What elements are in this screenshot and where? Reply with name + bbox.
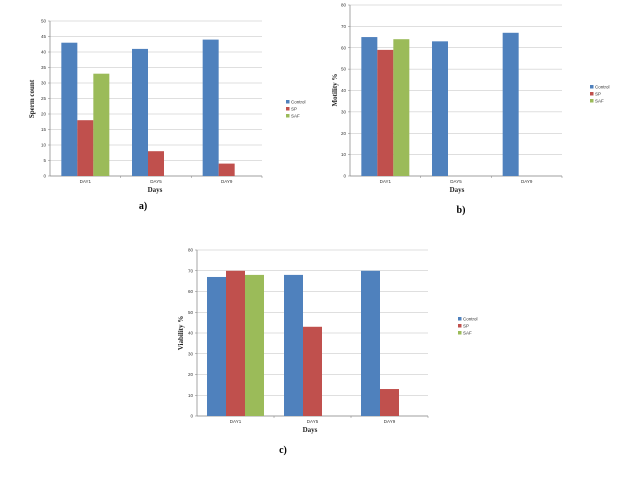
chart-a-y-axis-label: Sperm count (28, 79, 36, 118)
chart-a-bar-sp-day5 (148, 151, 164, 176)
chart-c-y-tick-label: 80 (188, 248, 194, 253)
chart-c-legend-label-saf: SAF (463, 331, 472, 336)
chart-b-x-tick-label: DAY9 (521, 179, 533, 184)
chart-b: 0 10 20 30 40 50 60 70 80 DAY1 DAY5 DAY9 Motility % D… (331, 3, 610, 216)
chart-a-y-tick-label: 15 (41, 127, 47, 132)
chart-c-legend-swatch-sp (458, 324, 462, 328)
chart-c-bar-sp-day9 (380, 389, 399, 416)
chart-a-x-tick-label: DAY9 (221, 179, 233, 184)
chart-c-panel-label: c) (279, 445, 287, 456)
chart-c-y-tick-label: 60 (188, 289, 194, 294)
chart-b-bar-control-day5 (432, 41, 448, 177)
chart-c-bar-control-day9 (361, 270, 380, 416)
chart-a-y-tick-label: 10 (41, 143, 47, 148)
chart-a-y-tick-label: 50 (41, 19, 47, 24)
chart-c-bar-sp-day1 (226, 270, 245, 416)
chart-c-legend-label-control: Control (463, 317, 478, 322)
chart-c-bar-control-day5 (284, 274, 303, 416)
chart-b-legend-swatch-control (590, 85, 594, 89)
chart-b-y-tick-label: 30 (341, 109, 347, 114)
chart-a-panel-label: a) (139, 201, 147, 212)
chart-c-bar-saf-day1 (245, 274, 264, 416)
chart-b-legend-label-control: Control (595, 85, 610, 90)
chart-c-x-axis-label: Days (303, 426, 318, 434)
chart-b-y-tick-label: 80 (341, 3, 347, 8)
chart-c-y-tick-label: 70 (188, 268, 194, 273)
chart-c-y-axis-label: Viability % (177, 316, 185, 351)
chart-c-legend-label-sp: SP (463, 324, 469, 329)
chart-b-y-tick-label: 40 (341, 88, 347, 93)
chart-a-y-tick-label: 0 (43, 174, 46, 179)
chart-b-bar-sp-day1 (377, 49, 394, 177)
chart-c-x-tick-label: DAY9 (384, 419, 396, 424)
chart-a-bar-control-day1 (61, 42, 78, 177)
chart-b-y-tick-label: 20 (341, 131, 347, 136)
chart-c-y-tick-label: 20 (188, 372, 194, 377)
chart-a-legend-swatch-control (286, 100, 290, 104)
chart-b-x-tick-label: DAY1 (380, 179, 392, 184)
chart-b-y-tick-label: 0 (343, 174, 346, 179)
chart-a-legend-label-sp: SP (291, 107, 297, 112)
chart-c-y-tick-label: 50 (188, 310, 194, 315)
chart-c-bar-sp-day5 (303, 326, 322, 416)
chart-b-legend-swatch-sp (590, 92, 594, 96)
chart-a-legend-swatch-saf (286, 114, 290, 118)
chart-a-y-tick-label: 25 (41, 96, 47, 101)
chart-c-x-tick-label: DAY5 (307, 419, 319, 424)
chart-b-legend-label-saf: SAF (595, 99, 604, 104)
chart-a-bar-sp-day1 (77, 120, 94, 176)
chart-b-x-axis-label: Days (450, 186, 465, 194)
chart-a-legend-label-control: Control (291, 100, 306, 105)
chart-a-x-tick-label: DAY1 (80, 179, 92, 184)
chart-c-y-tick-label: 40 (188, 331, 194, 336)
chart-a-y-tick-label: 20 (41, 112, 47, 117)
chart-a-legend-swatch-sp (286, 107, 290, 111)
chart-b-x-tick-label: DAY5 (450, 179, 462, 184)
chart-a: 0 5 10 15 20 25 30 35 40 45 50 DAY1 DAY5 DAY9 Sperm co… (28, 19, 306, 212)
chart-a-legend-label-saf: SAF (291, 114, 300, 119)
chart-c-y-tick-label: 10 (188, 393, 194, 398)
chart-b-y-tick-label: 50 (341, 67, 347, 72)
chart-a-x-axis-label: Days (148, 186, 163, 194)
chart-a-y-tick-label: 5 (43, 158, 46, 163)
chart-a-y-tick-label: 30 (41, 81, 47, 86)
chart-b-bar-control-day1 (361, 37, 378, 176)
chart-b-bar-saf-day1 (393, 39, 410, 177)
chart-b-bar-control-day9 (502, 32, 519, 176)
chart-b-y-tick-label: 70 (341, 24, 347, 29)
chart-c: 0 10 20 30 40 50 60 70 80 DAY1 DAY5 DAY9 Viability %… (177, 248, 478, 456)
chart-c-bar-control-day1 (207, 276, 226, 416)
chart-a-bar-sp-day9 (218, 163, 235, 176)
chart-c-y-tick-label: 0 (190, 414, 193, 419)
chart-a-y-tick-label: 45 (41, 34, 47, 39)
chart-b-panel-label: b) (457, 205, 466, 216)
chart-a-y-tick-label: 40 (41, 50, 47, 55)
chart-b-y-tick-label: 60 (341, 45, 347, 50)
chart-a-bar-saf-day1 (93, 73, 110, 176)
chart-c-legend-swatch-saf (458, 331, 462, 335)
chart-b-legend-label-sp: SP (595, 92, 601, 97)
chart-c-x-tick-label: DAY1 (230, 419, 242, 424)
chart-a-bar-control-day9 (202, 39, 219, 176)
chart-a-y-tick-label: 35 (41, 65, 47, 70)
chart-a-bar-control-day5 (132, 48, 148, 176)
chart-b-legend-swatch-saf (590, 99, 594, 103)
chart-c-legend-swatch-control (458, 317, 462, 321)
chart-b-y-axis-label: Motility % (331, 74, 339, 107)
chart-b-y-tick-label: 10 (341, 152, 347, 157)
chart-c-y-tick-label: 30 (188, 351, 194, 356)
chart-a-x-tick-label: DAY5 (150, 179, 162, 184)
